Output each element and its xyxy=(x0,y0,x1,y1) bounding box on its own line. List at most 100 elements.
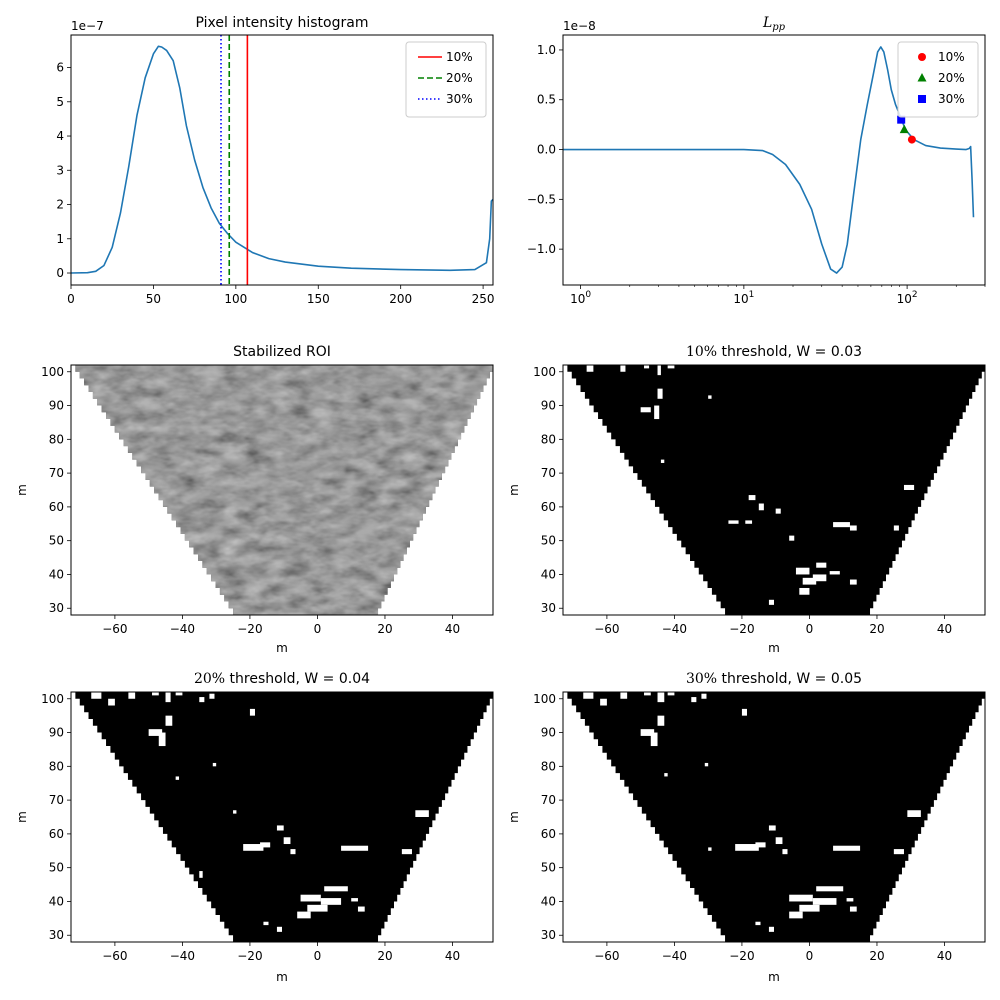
white-pixel-cluster xyxy=(243,844,264,851)
axes-frame xyxy=(70,364,494,616)
white-pixel-cluster xyxy=(657,715,665,726)
white-pixel-cluster xyxy=(660,459,665,463)
x-tick-label: 20 xyxy=(377,622,392,636)
x-tick-label: −40 xyxy=(170,622,195,636)
white-pixel-cluster xyxy=(263,921,269,926)
panel-threshold-20: 20% threshold, W = 0.04 −60 −40 −20 0 20 40 30… xyxy=(15,671,494,984)
white-pixel-cluster xyxy=(782,849,788,855)
white-pixel-cluster xyxy=(775,837,783,845)
white-pixel-cluster xyxy=(209,693,215,699)
x-tick-label: −20 xyxy=(237,949,262,963)
y-tick-label: 100 xyxy=(533,365,556,379)
x-tick-label: −20 xyxy=(237,622,262,636)
white-pixel-cluster xyxy=(620,692,628,699)
legend-swatch xyxy=(918,53,926,61)
series-line xyxy=(563,46,975,274)
white-pixel-cluster xyxy=(667,365,675,369)
white-pixel-cluster xyxy=(812,574,827,582)
axes-frame xyxy=(70,34,494,286)
white-pixel-cluster xyxy=(833,845,861,851)
white-pixel-cluster xyxy=(644,365,650,369)
y-tick-label: 70 xyxy=(49,793,64,807)
y-tick-label: −0.5 xyxy=(527,192,556,206)
white-pixel-cluster xyxy=(307,904,328,912)
y-tick-label: 1 xyxy=(56,232,64,246)
white-pixel-cluster xyxy=(799,587,810,595)
plot-area xyxy=(71,35,493,285)
binary-cone xyxy=(563,692,985,942)
white-pixel-cluster xyxy=(768,825,776,831)
x-tick-label: −40 xyxy=(170,949,195,963)
white-pixel-cluster xyxy=(758,503,764,511)
white-pixel-cluster xyxy=(640,729,655,736)
y-tick-label: 30 xyxy=(49,601,64,615)
white-pixel-cluster xyxy=(175,776,180,780)
white-pixel-cluster xyxy=(829,571,840,575)
white-pixel-cluster xyxy=(199,871,203,878)
y-axis-label: m xyxy=(507,811,521,823)
y-tick-label: 50 xyxy=(49,861,64,875)
x-tick-label: 40 xyxy=(445,949,460,963)
chart-title: 10% threshold, W = 0.03 xyxy=(686,344,862,360)
y-tick-label: 100 xyxy=(533,692,556,706)
y-tick-label: 90 xyxy=(49,726,64,740)
y-tick-label: 3 xyxy=(56,163,64,177)
white-pixel-cluster xyxy=(795,567,810,575)
white-pixel-cluster xyxy=(165,692,171,703)
white-pixel-cluster xyxy=(249,708,255,716)
axes: 100 101 102 −1.0 −0.5 0.0 0.5 1.0 xyxy=(527,43,986,306)
y-tick-label: 70 xyxy=(541,793,556,807)
white-pixel-cluster xyxy=(158,732,166,747)
white-pixel-cluster xyxy=(893,525,899,531)
y-tick-label: 0 xyxy=(56,266,64,280)
axes: −60 −40 −20 0 20 40 30 40 50 60 70 80 90 100 xyxy=(533,692,952,963)
x-tick-label: 40 xyxy=(445,622,460,636)
y-tick-label: 5 xyxy=(56,95,64,109)
y-axis-label: m xyxy=(15,811,29,823)
y-tick-label: 6 xyxy=(56,61,64,75)
white-pixel-cluster xyxy=(701,693,707,699)
white-pixel-cluster xyxy=(789,894,813,902)
legend-swatch xyxy=(917,73,927,82)
white-pixel-cluster xyxy=(748,495,756,501)
white-pixel-cluster xyxy=(586,365,594,372)
white-pixel-cluster xyxy=(175,692,183,696)
x-tick-label: 101 xyxy=(733,290,754,306)
white-pixel-cluster xyxy=(907,810,921,817)
y-tick-label: 1.0 xyxy=(537,43,556,57)
axes-frame xyxy=(562,34,986,286)
white-pixel-cluster xyxy=(812,898,837,905)
y-tick-label: 40 xyxy=(541,894,556,908)
white-pixel-cluster xyxy=(654,405,660,420)
x-tick-label: 20 xyxy=(869,949,884,963)
white-pixel-cluster xyxy=(640,407,651,413)
white-pixel-cluster xyxy=(351,898,358,902)
x-axis-label: m xyxy=(768,970,780,984)
white-pixel-cluster xyxy=(415,810,429,817)
white-pixel-cluster xyxy=(728,520,739,524)
panel-threshold-30: 30% threshold, W = 0.05 −60 −40 −20 0 20 40 30… xyxy=(507,671,986,984)
white-pixel-cluster xyxy=(233,810,237,814)
legend: 10% 20% 30% xyxy=(897,41,979,118)
x-tick-label: 50 xyxy=(146,292,161,306)
plot-area xyxy=(563,46,975,274)
white-pixel-cluster xyxy=(108,698,115,706)
white-pixel-cluster xyxy=(667,692,675,696)
white-pixel-cluster xyxy=(789,535,795,541)
white-pixel-cluster xyxy=(893,849,904,855)
y-tick-label: 50 xyxy=(541,534,556,548)
white-pixel-cluster xyxy=(768,599,774,605)
x-tick-label: −40 xyxy=(662,949,687,963)
x-tick-label: 0 xyxy=(806,949,814,963)
white-pixel-cluster xyxy=(644,692,651,696)
white-pixel-cluster xyxy=(650,732,658,747)
white-pixel-cluster xyxy=(745,520,753,524)
white-pixel-cluster xyxy=(152,692,159,696)
y-tick-label: 40 xyxy=(49,567,64,581)
x-tick-label: −20 xyxy=(729,622,754,636)
x-axis-label: m xyxy=(276,641,288,655)
axes: −60 −40 −20 0 20 40 30 40 50 60 70 80 90 100 xyxy=(533,365,952,636)
marker-20% xyxy=(899,124,909,134)
x-tick-label: 100 xyxy=(224,292,247,306)
